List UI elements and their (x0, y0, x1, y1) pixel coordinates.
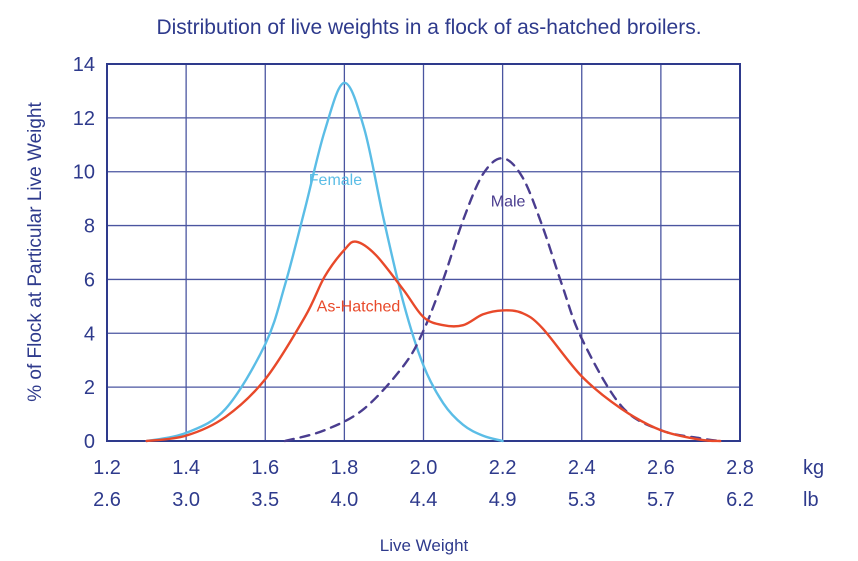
x-tick-label-kg: 2.2 (489, 457, 517, 479)
y-axis-label: % of Flock at Particular Live Weight (25, 102, 46, 402)
x-tick-label-kg: 2.4 (568, 457, 596, 479)
plot-frame (106, 63, 741, 442)
x-tick-label-kg: 2.6 (647, 457, 675, 479)
x-unit-kg: kg (803, 457, 824, 479)
series-line-as-hatched (145, 240, 722, 443)
plot-area (106, 63, 741, 443)
x-tick-label-lb: 2.6 (93, 489, 121, 511)
y-tick-label: 6 (84, 269, 95, 291)
y-tick-label: 2 (84, 377, 95, 399)
x-tick-label-kg: 2.0 (410, 457, 438, 479)
y-tick-label: 0 (84, 431, 95, 453)
annotation-female: Female (309, 172, 362, 189)
x-tick-label-lb: 3.0 (172, 489, 200, 511)
x-tick-label-lb: 3.5 (251, 489, 279, 511)
x-tick-label-lb: 4.9 (489, 489, 517, 511)
x-tick-label-lb: 4.4 (410, 489, 438, 511)
x-tick-label-lb: 5.7 (647, 489, 675, 511)
annotation-as-hatched: As-Hatched (317, 299, 401, 316)
x-unit-lb: lb (803, 489, 819, 511)
x-tick-label-lb: 5.3 (568, 489, 596, 511)
x-tick-label-kg: 2.8 (726, 457, 754, 479)
x-tick-label-kg: 1.4 (172, 457, 200, 479)
y-tick-label: 12 (73, 108, 95, 130)
annotation-male: Male (491, 194, 526, 211)
x-tick-label-lb: 6.2 (726, 489, 754, 511)
x-axis-label: Live Weight (380, 536, 469, 555)
x-tick-label-lb: 4.0 (330, 489, 358, 511)
x-tick-label-kg: 1.6 (251, 457, 279, 479)
y-tick-label: 4 (84, 323, 95, 345)
y-tick-label: 8 (84, 216, 95, 238)
y-tick-label: 10 (73, 162, 95, 184)
x-tick-label-kg: 1.2 (93, 457, 121, 479)
chart-title: Distribution of live weights in a flock … (156, 16, 701, 39)
x-tick-label-kg: 1.8 (330, 457, 358, 479)
series-line-female (145, 81, 504, 443)
y-tick-label: 14 (73, 54, 95, 76)
